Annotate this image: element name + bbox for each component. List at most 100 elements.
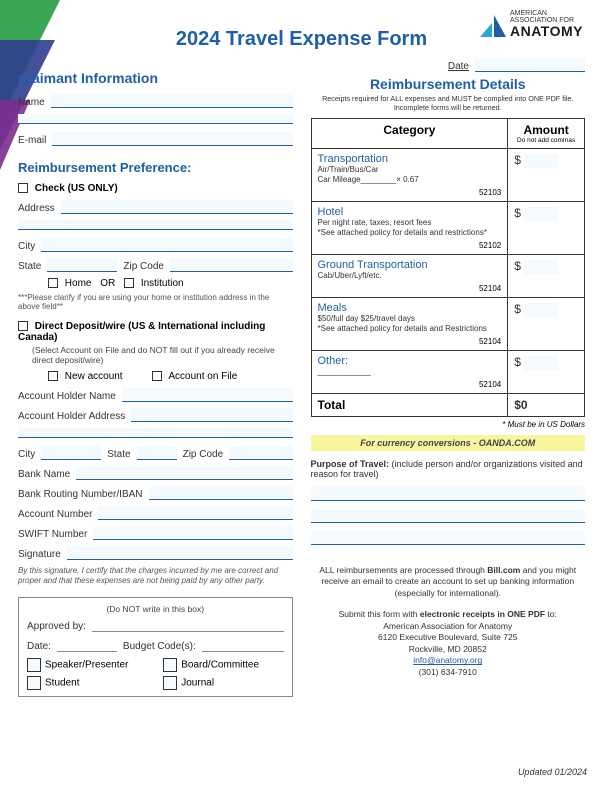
footer-addr2: 6120 Executive Boulevard, Suite 725	[311, 632, 586, 643]
date2-input[interactable]	[57, 638, 117, 652]
amount-cell[interactable]: $	[508, 202, 585, 255]
approval-box: (Do NOT write in this box) Approved by: …	[18, 597, 293, 697]
total-label: Total	[311, 394, 508, 417]
date-label: Date	[448, 61, 469, 72]
acct-no-input[interactable]	[98, 506, 292, 520]
dd-checkbox[interactable]	[18, 321, 28, 331]
address-input-2[interactable]	[18, 220, 293, 230]
amount-header: Amount Do not add commas	[508, 119, 585, 149]
holder-name-input[interactable]	[122, 388, 293, 402]
purpose-line[interactable]	[311, 487, 586, 501]
name-row: Name	[18, 94, 293, 108]
email-row: E-mail	[18, 132, 293, 146]
student-checkbox[interactable]	[27, 676, 41, 690]
updated-note: Updated 01/2024	[518, 767, 587, 777]
amount-cell[interactable]: $	[508, 298, 585, 351]
box-note: (Do NOT write in this box)	[27, 604, 284, 614]
holder-addr-input[interactable]	[131, 408, 292, 422]
date-row: Date	[311, 58, 586, 72]
dd-label: Direct Deposit/wire (US & International …	[18, 321, 265, 343]
board-checkbox[interactable]	[163, 658, 177, 672]
email-label: E-mail	[18, 135, 46, 146]
zip-input[interactable]	[170, 258, 293, 272]
routing-input[interactable]	[149, 486, 293, 500]
category-cell: TransportationAir/Train/Bus/CarCar Milea…	[311, 149, 508, 202]
budget-label: Budget Code(s):	[123, 641, 196, 652]
on-file-checkbox[interactable]	[152, 371, 162, 381]
bank-name-label: Bank Name	[18, 469, 70, 480]
sig-input[interactable]	[67, 546, 293, 560]
org-line1: AMERICAN	[510, 10, 583, 17]
page: AMERICAN ASSOCIATION FOR ANATOMY 2024 Tr…	[0, 0, 603, 787]
total-value: 0	[521, 398, 528, 412]
holder-name-label: Account Holder Name	[18, 391, 116, 402]
check-checkbox[interactable]	[18, 183, 28, 193]
certification: By this signature, I certify that the ch…	[18, 566, 293, 587]
amount-header-sub: Do not add commas	[514, 137, 578, 144]
state-input[interactable]	[47, 258, 117, 272]
holder-addr-label: Account Holder Address	[18, 411, 125, 422]
city-input[interactable]	[41, 238, 292, 252]
dd-option: Direct Deposit/wire (US & International …	[18, 321, 293, 343]
table-row: TransportationAir/Train/Bus/CarCar Milea…	[311, 149, 585, 202]
purpose-label: Purpose of Travel: (include person and/o…	[311, 459, 586, 479]
email-input[interactable]	[52, 132, 292, 146]
purpose-line[interactable]	[311, 531, 586, 545]
budget-input[interactable]	[202, 638, 284, 652]
home-label: Home	[65, 278, 92, 289]
board-label: Board/Committee	[181, 659, 259, 670]
state2-label: State	[107, 449, 130, 460]
city-row: City	[18, 238, 293, 252]
header: 2024 Travel Expense Form	[0, 28, 603, 51]
check-label: Check (US ONLY)	[35, 183, 118, 194]
holder-addr-input-2[interactable]	[18, 428, 293, 438]
footer-email[interactable]: info@anatomy.org	[413, 655, 482, 665]
approved-label: Approved by:	[27, 621, 86, 632]
swift-input[interactable]	[93, 526, 292, 540]
amount-cell[interactable]: $	[508, 149, 585, 202]
name-input-2[interactable]	[18, 114, 293, 124]
check-option: Check (US ONLY)	[18, 183, 293, 194]
category-cell: Meals$50/full day $25/travel days*See at…	[311, 298, 508, 351]
speaker-checkbox[interactable]	[27, 658, 41, 672]
left-column: Claimant Information Name E-mail Reimbur…	[18, 58, 293, 772]
swift-label: SWIFT Number	[18, 529, 87, 540]
date-input[interactable]	[475, 58, 585, 72]
form-title: 2024 Travel Expense Form	[0, 28, 603, 51]
claimant-heading: Claimant Information	[18, 70, 293, 86]
currency-note: For currency conversions - OANDA.COM	[311, 435, 586, 451]
address-input[interactable]	[61, 200, 293, 214]
approved-input[interactable]	[92, 618, 284, 632]
acct-type-row: New account Account on File	[48, 371, 293, 382]
new-acct-checkbox[interactable]	[48, 371, 58, 381]
amount-cell[interactable]: $	[508, 351, 585, 394]
inst-checkbox[interactable]	[124, 278, 134, 288]
acct-no-label: Account Number	[18, 509, 92, 520]
city2-label: City	[18, 449, 35, 460]
amount-header-text: Amount	[523, 123, 568, 137]
amount-cell[interactable]: $	[508, 255, 585, 298]
student-label: Student	[45, 677, 79, 688]
budget-codes-grid: Speaker/Presenter Board/Committee Studen…	[27, 658, 284, 690]
reimb-table: Category Amount Do not add commas Transp…	[311, 118, 586, 417]
footer: ALL reimbursements are processed through…	[311, 565, 586, 678]
sig-label: Signature	[18, 549, 61, 560]
speaker-label: Speaker/Presenter	[45, 659, 128, 670]
bank-name-input[interactable]	[76, 466, 292, 480]
name-input[interactable]	[51, 94, 293, 108]
reimb-heading: Reimbursement Details	[311, 76, 586, 92]
footer-p1: ALL reimbursements are processed through…	[311, 565, 586, 599]
total-amount: $0	[508, 394, 585, 417]
inst-label: Institution	[141, 278, 184, 289]
footer-addr3: Rockville, MD 20852	[311, 644, 586, 655]
journal-checkbox[interactable]	[163, 676, 177, 690]
purpose-lines	[311, 487, 586, 545]
home-checkbox[interactable]	[48, 278, 58, 288]
table-row: Ground TransportationCab/Uber/Lyft/etc.5…	[311, 255, 585, 298]
zip2-input[interactable]	[229, 446, 292, 460]
purpose-line[interactable]	[311, 509, 586, 523]
home-inst-row: Home OR Institution	[48, 278, 293, 289]
pref-heading: Reimbursement Preference:	[18, 160, 293, 175]
city2-input[interactable]	[41, 446, 101, 460]
state2-input[interactable]	[137, 446, 177, 460]
